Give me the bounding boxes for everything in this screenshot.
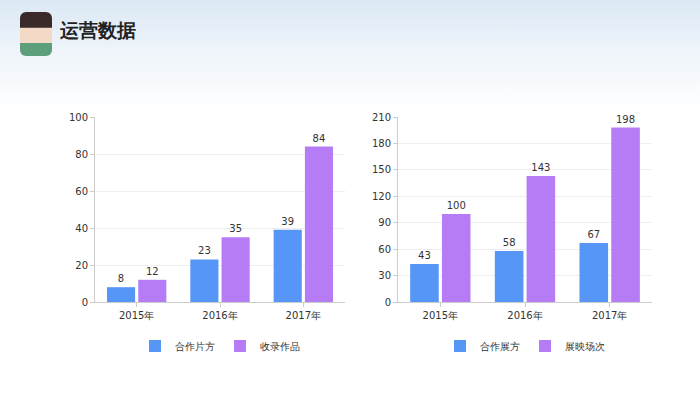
svg-text:2016年: 2016年	[202, 310, 237, 321]
html-text:运营数据: 运营数据	[60, 19, 136, 41]
svg-text:143: 143	[531, 162, 550, 173]
svg-text:80: 80	[75, 149, 88, 160]
svg-text:2016年: 2016年	[507, 310, 542, 321]
svg-text:23: 23	[198, 245, 211, 256]
svg-text:100: 100	[69, 112, 88, 123]
svg-text:120: 120	[372, 191, 391, 202]
svg-text:展映场次: 展映场次	[565, 341, 605, 352]
svg-text:0: 0	[82, 297, 88, 308]
svg-text:合作片方: 合作片方	[175, 341, 215, 352]
svg-text:90: 90	[378, 217, 391, 228]
svg-text:合作展方: 合作展方	[480, 341, 520, 352]
svg-text:60: 60	[378, 244, 391, 255]
svg-text:39: 39	[281, 216, 294, 227]
svg-text:8: 8	[118, 273, 124, 284]
svg-text:2015年: 2015年	[423, 310, 458, 321]
svg-text:58: 58	[503, 237, 516, 248]
svg-text:20: 20	[75, 260, 88, 271]
svg-text:150: 150	[372, 164, 391, 175]
svg-text:198: 198	[616, 114, 635, 125]
svg-text:210: 210	[372, 112, 391, 123]
svg-text:67: 67	[587, 229, 600, 240]
svg-text:43: 43	[418, 250, 431, 261]
svg-text:收录作品: 收录作品	[260, 341, 300, 352]
svg-text:30: 30	[378, 270, 391, 281]
svg-text:35: 35	[229, 223, 242, 234]
svg-text:0: 0	[385, 297, 391, 308]
svg-text:2017年: 2017年	[592, 310, 627, 321]
svg-text:12: 12	[146, 266, 159, 277]
svg-text:2015年: 2015年	[119, 310, 154, 321]
svg-text:2017年: 2017年	[286, 310, 321, 321]
svg-text:84: 84	[313, 133, 326, 144]
svg-text:100: 100	[447, 200, 466, 211]
svg-text:40: 40	[75, 223, 88, 234]
svg-text:60: 60	[75, 186, 88, 197]
svg-text:180: 180	[372, 138, 391, 149]
